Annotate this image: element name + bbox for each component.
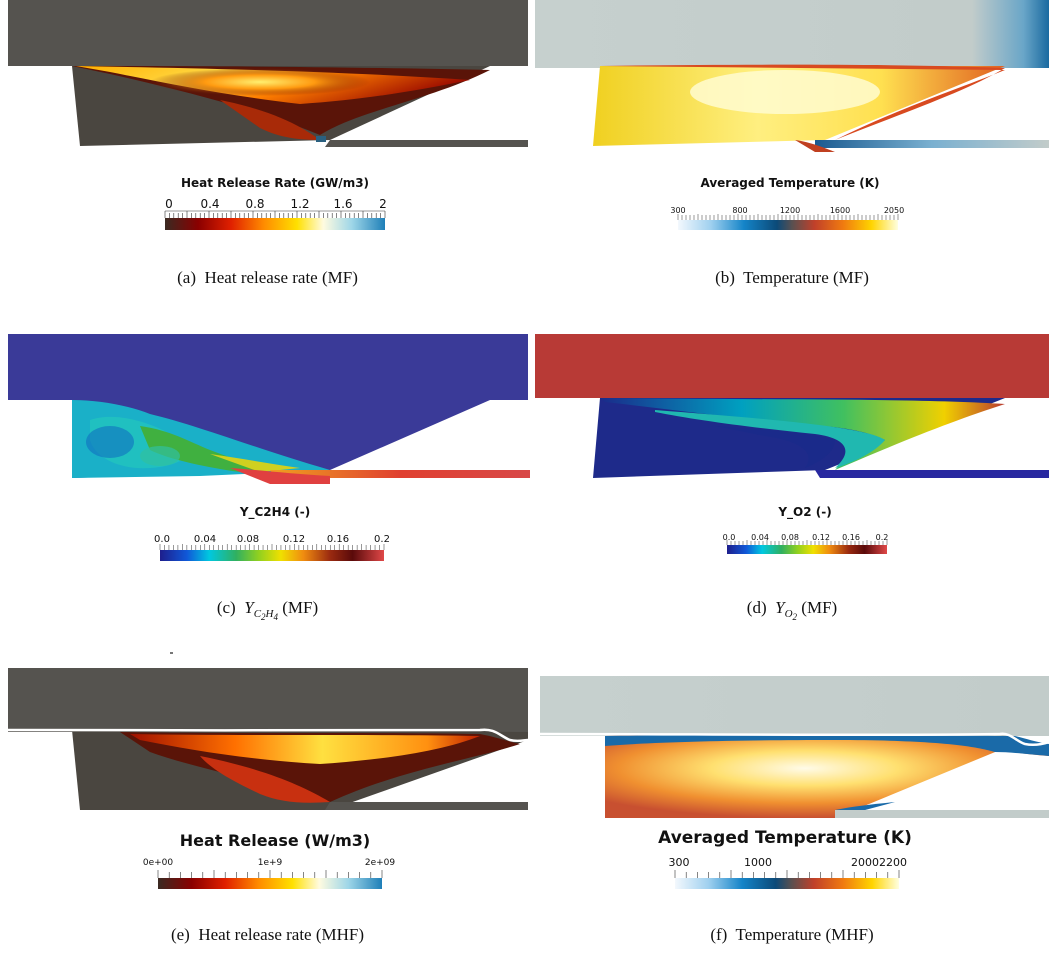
caption-subscript: H xyxy=(265,608,274,621)
tick-label: 300 xyxy=(670,206,686,215)
caption-variable: Y xyxy=(775,598,785,617)
tick-label: 1200 xyxy=(779,206,801,215)
colorbar-title: Averaged Temperature (K) xyxy=(700,176,880,190)
colorbar-ticks: 0 0.4 0.8 1.2 1.6 2 xyxy=(165,197,387,211)
colorbar xyxy=(674,870,900,889)
tick-label: 2e+09 xyxy=(364,858,396,868)
tick-label: 0.04 xyxy=(193,534,217,545)
tick-label: 0.12 xyxy=(282,534,306,545)
colorbar-title: Averaged Temperature (K) xyxy=(658,828,912,848)
caption-subscript: 2 xyxy=(792,612,798,623)
colorbar xyxy=(677,214,899,230)
panel-c: Y_C2H4 (-) 0.0 0.04 0.08 0.12 0.16 0.2 (… xyxy=(0,330,535,630)
caption-text: (MF) xyxy=(801,598,838,617)
tick-label: 0 xyxy=(165,197,173,211)
tick-label: 2 xyxy=(379,197,387,211)
tick-label: 0.08 xyxy=(781,533,799,542)
tick-label: 0.2 xyxy=(374,534,390,545)
caption-subscript: 2 xyxy=(261,612,266,623)
temperature-field-mf xyxy=(535,0,1049,152)
colorbar-title: Heat Release (W/m3) xyxy=(179,831,371,850)
caption-text: Temperature (MF) xyxy=(743,268,869,287)
tick-label: 1e+9 xyxy=(257,858,283,868)
tick-label: 0.12 xyxy=(812,533,830,542)
caption-subscript: 4 xyxy=(273,612,278,623)
oxygen-mass-fraction-field-mf xyxy=(535,334,1049,478)
panel-e: Heat Release (W/m3) 0e+00 1e+9 2e+09 (e)… xyxy=(0,660,535,953)
tick-label: 0.04 xyxy=(751,533,769,542)
tick-label: 2050 xyxy=(883,206,905,215)
colorbar-ticks: 0e+00 1e+9 2e+09 xyxy=(143,858,395,870)
figure-caption: (a) Heat release rate (MF) xyxy=(0,268,535,288)
tick-label: 1.6 xyxy=(333,197,353,211)
ethylene-mass-fraction-field-mf xyxy=(8,334,530,484)
tick-label: 300 xyxy=(668,856,690,869)
caption-subscript: C xyxy=(253,608,262,621)
colorbar-title: Heat Release Rate (GW/m3) xyxy=(180,176,370,190)
tick-label: 0.0 xyxy=(154,534,170,545)
caption-subscript: O xyxy=(784,608,793,621)
tick-label: 0.16 xyxy=(326,534,350,545)
colorbar xyxy=(164,210,386,230)
caption-label: (a) xyxy=(177,268,196,287)
figure-caption: (f) Temperature (MHF) xyxy=(535,925,1049,945)
stray-mark xyxy=(170,652,173,654)
caption-text: Temperature (MHF) xyxy=(735,925,874,944)
caption-label: (d) xyxy=(746,598,767,617)
tick-label: 0.08 xyxy=(236,534,260,545)
tick-label: 0.2 xyxy=(875,533,889,542)
tick-label: 1000 xyxy=(744,856,772,869)
caption-label: (e) xyxy=(170,925,190,944)
colorbar-ticks: 0.0 0.04 0.08 0.12 0.16 0.2 xyxy=(723,533,889,543)
heat-release-field-mhf xyxy=(7,668,529,810)
figure-caption: (d) YO2 (MF) xyxy=(535,598,1049,623)
tick-label: 1.2 xyxy=(290,197,310,211)
colorbar xyxy=(726,540,888,554)
figure-caption: (e) Heat release rate (MHF) xyxy=(0,925,535,945)
caption-label: (f) xyxy=(710,925,728,944)
caption-text: (MF) xyxy=(282,598,319,617)
caption-text: Heat release rate (MHF) xyxy=(198,925,365,944)
tick-label: 1600 xyxy=(829,206,851,215)
tick-label: 0.4 xyxy=(200,197,220,211)
heat-release-field-mf xyxy=(8,0,528,147)
tick-label: 0.0 xyxy=(722,533,736,542)
colorbar xyxy=(159,544,385,561)
figure-caption: (c) YC2H4 (MF) xyxy=(0,598,535,623)
colorbar-title: Y_C2H4 (-) xyxy=(239,505,311,519)
caption-label: (c) xyxy=(216,598,236,617)
tick-label: 0.16 xyxy=(842,533,860,542)
colorbar xyxy=(157,870,383,889)
colorbar-title: Y_O2 (-) xyxy=(778,505,832,519)
caption-variable: Y xyxy=(244,598,254,617)
tick-label: 0e+00 xyxy=(142,858,174,868)
tick-label: 800 xyxy=(732,206,748,215)
colorbar-ticks: 300 1000 20002200 xyxy=(669,856,908,869)
caption-text: Heat release rate (MF) xyxy=(204,268,358,287)
caption-label: (b) xyxy=(715,268,735,287)
panel-d: Y_O2 (-) 0.0 0.04 0.08 0.12 0.16 0.2 (d)… xyxy=(535,330,1049,630)
temperature-field-mhf xyxy=(539,676,1049,818)
colorbar-ticks: 0.0 0.04 0.08 0.12 0.16 0.2 xyxy=(154,534,390,546)
colorbar-ticks: 300 800 1200 1600 2050 xyxy=(670,206,904,216)
tick-label: 20002200 xyxy=(851,856,907,869)
panel-b: Averaged Temperature (K) 300 800 1200 16… xyxy=(535,0,1049,310)
figure-caption: (b) Temperature (MF) xyxy=(535,268,1049,288)
panel-a: Heat Release Rate (GW/m3) 0 0.4 0.8 1.2 … xyxy=(0,0,535,310)
panel-f: Averaged Temperature (K) 300 1000 200022… xyxy=(535,660,1049,953)
tick-label: 0.8 xyxy=(245,197,265,211)
